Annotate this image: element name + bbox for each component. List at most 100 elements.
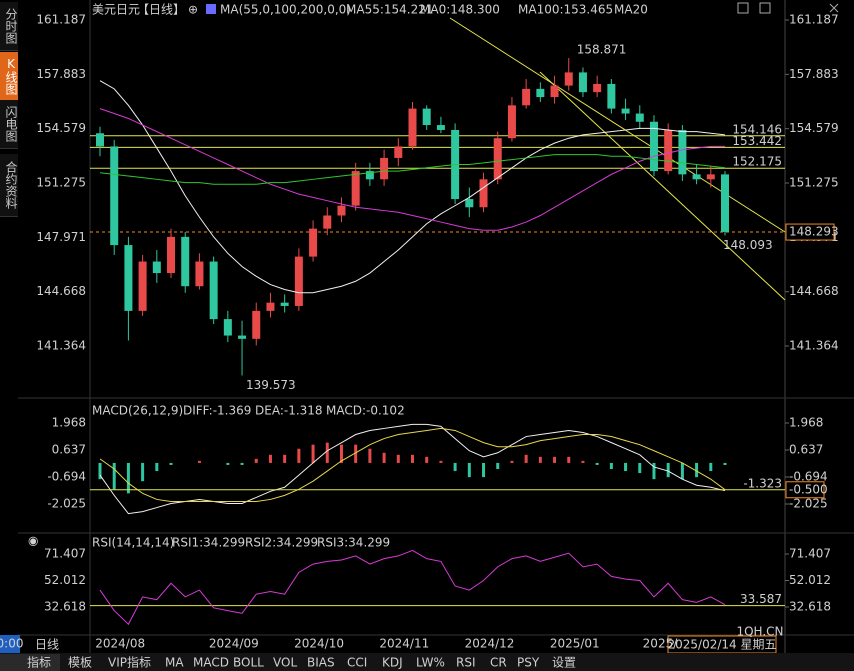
close-button[interactable] — [829, 3, 839, 13]
tab[interactable]: 分时图 — [0, 2, 18, 51]
candle — [635, 113, 644, 122]
cursor-date: 2025/02/14 星期五 — [668, 638, 777, 652]
x-tick-label: 2024/10 — [294, 637, 344, 651]
tool[interactable]: LW% — [416, 656, 445, 670]
tab[interactable]: 闪电图 — [0, 100, 18, 149]
y-tick-label: 141.364 — [789, 339, 839, 353]
candle — [124, 245, 133, 311]
y-tick-label: 1.968 — [52, 415, 86, 429]
tool[interactable]: MA — [165, 656, 184, 670]
y-tick-label: 154.579 — [36, 121, 86, 135]
candle — [692, 174, 701, 180]
candle — [323, 215, 332, 229]
y-tick-label: 0.637 — [52, 443, 86, 457]
tool[interactable]: PSY — [517, 656, 540, 670]
tab[interactable]: K线图 — [0, 52, 18, 101]
low-annotation: 148.093 — [723, 238, 773, 252]
period[interactable]: 【日线】 — [137, 3, 185, 17]
legend-entry: RSI3:34.299 — [317, 536, 390, 550]
tool[interactable]: RSI — [456, 656, 476, 670]
candle — [195, 261, 204, 287]
candle — [167, 236, 176, 274]
legend-entry: MACD:-0.102 — [326, 404, 405, 418]
y-tick-label: 144.668 — [789, 284, 839, 298]
legend-entry: MA0:148.300 — [420, 3, 500, 17]
legend-entry: MA55:154.221 — [346, 3, 434, 17]
level-label: 33.587 — [740, 592, 782, 606]
panel-icon[interactable]: ◉ — [28, 534, 38, 548]
candle — [238, 335, 247, 339]
level-label: 152.175 — [732, 155, 782, 169]
candle — [593, 83, 602, 93]
candle — [522, 88, 531, 106]
ma-line — [99, 154, 726, 185]
candle — [422, 108, 431, 126]
candle — [564, 72, 573, 86]
y-tick-label: 52.012 — [789, 573, 831, 587]
candle — [96, 133, 104, 147]
add-icon[interactable]: ⊕ — [188, 3, 198, 17]
candle — [223, 319, 232, 336]
window-button[interactable] — [759, 2, 771, 14]
candle — [479, 179, 488, 208]
level-label: 154.146 — [732, 122, 782, 136]
y-tick-label: 154.579 — [789, 121, 839, 135]
rsi-line — [99, 549, 726, 626]
rsi1-legend: RSI1:34.299 — [172, 536, 245, 550]
candle — [436, 125, 445, 130]
tab[interactable]: 合约资料 — [0, 154, 18, 217]
rsi-title: RSI(14,14,14) — [92, 536, 174, 550]
period-tab[interactable]: 日线 — [35, 638, 59, 652]
tool[interactable]: VIP指标 — [108, 655, 151, 670]
candle — [337, 205, 346, 216]
x-tick-label: 2024/09 — [209, 637, 259, 651]
candle — [649, 121, 658, 172]
candle — [550, 85, 559, 98]
tool[interactable]: 指标 — [27, 655, 51, 670]
tool[interactable]: CR — [490, 656, 507, 670]
tool[interactable]: BOLL — [233, 656, 264, 670]
level-label: -1.323 — [743, 476, 782, 490]
indicator-icon[interactable] — [206, 4, 216, 14]
candle — [266, 302, 275, 311]
tool[interactable]: MACD — [193, 656, 229, 670]
candle — [678, 129, 687, 175]
x-tick-label: 2024/12 — [465, 637, 515, 651]
candle — [280, 302, 289, 306]
candle — [664, 129, 673, 172]
candle — [578, 72, 587, 93]
time: 0:00 — [0, 637, 23, 651]
x-tick-label: 2024/11 — [379, 637, 429, 651]
legend-entry: DEA:-1.318 — [255, 404, 323, 418]
cursor-box — [785, 481, 825, 499]
legend-entry: MA20 — [614, 3, 648, 17]
macd-title: MACD(26,12,9) — [92, 404, 183, 418]
y-tick-label: 32.618 — [44, 600, 86, 614]
ma-line — [99, 108, 725, 231]
candle — [252, 310, 261, 339]
trend-line — [539, 71, 786, 301]
tool[interactable]: KDJ — [382, 656, 403, 670]
candle — [351, 171, 360, 206]
cursor-label: -0.500 — [789, 482, 828, 496]
y-tick-label: 1.968 — [789, 415, 823, 429]
window-button[interactable] — [737, 2, 749, 14]
candle — [138, 261, 147, 311]
tool[interactable]: 模板 — [68, 656, 92, 670]
candle — [507, 105, 516, 139]
x-tick-label: 2024/08 — [95, 637, 145, 651]
tool[interactable]: 设置 — [552, 656, 576, 670]
legend-entry: DIFF:-1.369 — [183, 404, 251, 418]
legend-entry: MA100:153.465 — [518, 3, 613, 17]
legend-entry: RSI2:34.299 — [245, 536, 318, 550]
y-tick-label: 157.883 — [36, 67, 86, 81]
tool[interactable]: CCI — [347, 656, 367, 670]
y-tick-label: 151.275 — [789, 176, 839, 190]
candle — [152, 261, 161, 274]
tool[interactable]: BIAS — [307, 656, 335, 670]
candle — [607, 83, 616, 109]
tool[interactable]: VOL — [273, 656, 297, 670]
y-tick-label: 151.275 — [36, 176, 86, 190]
candle — [408, 108, 417, 147]
